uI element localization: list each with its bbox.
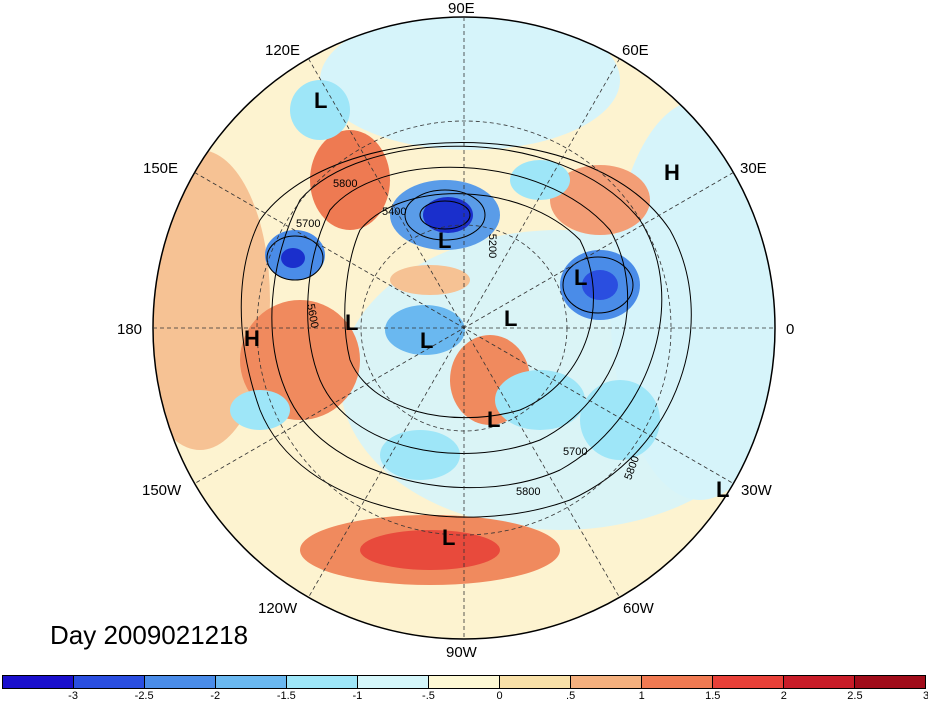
contour-label: 5700 [296, 218, 321, 230]
pressure-system-marker: L [716, 477, 730, 502]
lon-label-90e: 90E [448, 0, 475, 17]
pressure-system-marker: L [420, 328, 434, 353]
colorbar [2, 675, 926, 689]
height-contours [240, 142, 692, 518]
pressure-system-marker: L [314, 88, 328, 113]
lon-label-120w: 120W [258, 600, 298, 617]
colorbar-swatch [784, 676, 855, 688]
pressure-system-marker: L [438, 228, 452, 253]
day-label: Day 2009021218 [50, 620, 249, 650]
contour-label: 5200 [486, 233, 499, 259]
contour-label: 5800 [333, 178, 358, 190]
lon-label-30w: 30W [741, 482, 772, 499]
colorbar-swatch [855, 676, 925, 688]
colorbar-tick-label: -2 [210, 690, 221, 702]
graticule [153, 17, 775, 639]
pressure-system-marker: L [574, 265, 588, 290]
contour-label: 5700 [563, 446, 588, 458]
colorbar-tick-label: 3 [922, 690, 928, 702]
colorbar-tick-label: -.5 [422, 690, 435, 702]
colorbar-tick-label: 1 [638, 690, 645, 702]
pressure-system-marker: L [345, 310, 359, 335]
pressure-system-marker: L [487, 407, 501, 432]
lon-label-120e: 120E [265, 42, 301, 59]
lon-label-30e: 30E [740, 160, 767, 177]
colorbar-swatch [287, 676, 358, 688]
colorbar-swatch [713, 676, 784, 688]
colorbar-swatch [74, 676, 145, 688]
colorbar-swatch [642, 676, 713, 688]
lon-label-180: 180 [117, 321, 143, 338]
colorbar-tick-label: 0 [496, 690, 503, 702]
anomaly-shading [153, 17, 775, 585]
lon-label-150w: 150W [142, 482, 182, 499]
contour-label: 5800 [516, 486, 541, 498]
colorbar-tick-label: -3 [68, 690, 78, 702]
colorbar-tick-label: 2.5 [847, 690, 863, 702]
colorbar-tick-label: 2 [780, 690, 787, 702]
colorbar-tick-label: 1.5 [705, 690, 721, 702]
pressure-system-marker: L [504, 306, 518, 331]
colorbar-swatch [429, 676, 500, 688]
colorbar-swatch [571, 676, 642, 688]
colorbar-tick-label: -1.5 [276, 690, 296, 702]
contour-label: 5400 [382, 206, 407, 218]
colorbar-swatch [145, 676, 216, 688]
colorbar-swatch [3, 676, 74, 688]
lon-label-60e: 60E [622, 42, 649, 59]
lon-label-90w: 90W [446, 644, 477, 661]
colorbar-swatch [216, 676, 287, 688]
lon-label-150e: 150E [143, 160, 179, 177]
colorbar-tick-label: -1 [352, 690, 363, 702]
lon-label-0: 0 [786, 321, 795, 338]
colorbar-tick-label: -2.5 [134, 690, 154, 702]
colorbar-swatch [500, 676, 571, 688]
pressure-system-marker: L [442, 525, 456, 550]
pressure-system-marker: H [244, 326, 260, 351]
pressure-system-marker: H [664, 160, 680, 185]
colorbar-swatch [358, 676, 429, 688]
colorbar-tick-label: .5 [566, 690, 576, 702]
lon-label-60w: 60W [623, 600, 654, 617]
